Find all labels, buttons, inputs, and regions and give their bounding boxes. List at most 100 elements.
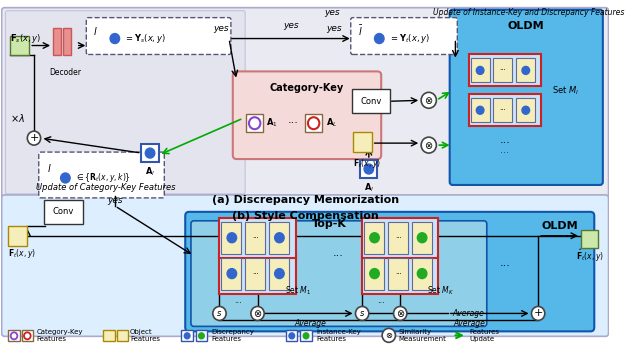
FancyBboxPatch shape <box>44 200 83 224</box>
Circle shape <box>364 164 374 174</box>
Text: $\times\lambda$: $\times\lambda$ <box>10 112 25 124</box>
FancyBboxPatch shape <box>468 94 541 126</box>
Text: $\otimes$: $\otimes$ <box>385 331 393 340</box>
Circle shape <box>370 268 380 279</box>
Text: $\otimes$: $\otimes$ <box>424 140 433 151</box>
Text: $\mathbf{A}_l$: $\mathbf{A}_l$ <box>364 182 374 194</box>
Circle shape <box>24 333 31 339</box>
Circle shape <box>476 106 484 114</box>
Text: yes: yes <box>214 24 229 33</box>
Text: Update of Category-Key Features: Update of Category-Key Features <box>36 183 175 192</box>
FancyBboxPatch shape <box>8 226 28 246</box>
FancyBboxPatch shape <box>245 258 265 290</box>
Text: $\in\{\mathbf{R}_t(x,y,k)\}$: $\in\{\mathbf{R}_t(x,y,k)\}$ <box>75 172 131 184</box>
FancyBboxPatch shape <box>493 98 513 122</box>
FancyBboxPatch shape <box>22 330 33 341</box>
Text: ···: ··· <box>500 67 506 73</box>
FancyBboxPatch shape <box>516 58 535 82</box>
FancyBboxPatch shape <box>104 330 115 341</box>
Text: $s$: $s$ <box>359 309 365 318</box>
Text: ...: ... <box>499 135 510 145</box>
FancyBboxPatch shape <box>269 258 289 290</box>
Circle shape <box>421 137 436 153</box>
Circle shape <box>289 333 294 339</box>
Circle shape <box>213 307 226 320</box>
FancyBboxPatch shape <box>269 222 289 254</box>
FancyBboxPatch shape <box>493 58 513 82</box>
FancyBboxPatch shape <box>412 258 431 290</box>
Text: $l$: $l$ <box>93 25 98 37</box>
FancyBboxPatch shape <box>245 222 265 254</box>
FancyBboxPatch shape <box>353 132 372 152</box>
Text: $\mathbf{A}_L$: $\mathbf{A}_L$ <box>326 117 337 129</box>
FancyBboxPatch shape <box>364 222 384 254</box>
Text: OLDM: OLDM <box>508 21 544 30</box>
FancyBboxPatch shape <box>246 114 263 132</box>
FancyBboxPatch shape <box>220 254 296 293</box>
FancyBboxPatch shape <box>581 230 598 248</box>
FancyBboxPatch shape <box>220 218 296 258</box>
Circle shape <box>275 233 284 243</box>
FancyBboxPatch shape <box>196 330 207 341</box>
Text: $\mathbf{A}_1$: $\mathbf{A}_1$ <box>266 117 278 129</box>
Circle shape <box>522 66 529 74</box>
FancyBboxPatch shape <box>233 71 381 159</box>
Text: Discrepancy
Features: Discrepancy Features <box>212 329 255 342</box>
Text: Conv: Conv <box>360 97 381 106</box>
FancyBboxPatch shape <box>2 8 609 198</box>
Text: $\hat{\mathbf{F}}_t(x,y)$: $\hat{\mathbf{F}}_t(x,y)$ <box>576 247 604 264</box>
FancyBboxPatch shape <box>516 98 535 122</box>
Text: ···: ··· <box>288 118 299 128</box>
Text: ···: ··· <box>333 251 344 261</box>
FancyBboxPatch shape <box>360 160 378 178</box>
Text: $\otimes$: $\otimes$ <box>396 308 405 319</box>
Circle shape <box>249 117 260 129</box>
Circle shape <box>227 233 237 243</box>
Text: ···: ··· <box>235 299 243 308</box>
Text: $s$: $s$ <box>216 309 223 318</box>
Circle shape <box>227 268 237 279</box>
FancyBboxPatch shape <box>352 89 390 113</box>
Text: Average: Average <box>452 309 484 318</box>
Text: ···: ··· <box>252 271 259 276</box>
FancyBboxPatch shape <box>300 330 312 341</box>
Circle shape <box>370 233 380 243</box>
Text: Average: Average <box>454 319 486 328</box>
FancyBboxPatch shape <box>388 222 408 254</box>
FancyBboxPatch shape <box>388 258 408 290</box>
Circle shape <box>303 333 309 339</box>
Text: $l$: $l$ <box>47 162 52 174</box>
Text: +: + <box>534 308 543 318</box>
FancyBboxPatch shape <box>470 98 490 122</box>
Circle shape <box>531 307 545 320</box>
Circle shape <box>355 307 369 320</box>
FancyBboxPatch shape <box>191 221 487 326</box>
Text: Conv: Conv <box>52 207 74 216</box>
FancyBboxPatch shape <box>63 28 71 55</box>
Text: $\otimes$: $\otimes$ <box>424 95 433 106</box>
Text: $\mathbf{F}_s(x,y)$: $\mathbf{F}_s(x,y)$ <box>10 32 42 45</box>
FancyBboxPatch shape <box>362 218 438 258</box>
FancyBboxPatch shape <box>364 258 384 290</box>
Circle shape <box>417 268 427 279</box>
Text: (a) Discrepancy Memorization: (a) Discrepancy Memorization <box>212 195 399 205</box>
Text: (b) Style Compensation: (b) Style Compensation <box>232 211 378 221</box>
FancyBboxPatch shape <box>286 330 298 341</box>
Text: yes: yes <box>107 197 123 206</box>
Text: Instance-Key
Features: Instance-Key Features <box>317 329 361 342</box>
Text: $\bar{l}$: $\bar{l}$ <box>358 24 363 38</box>
Text: yes: yes <box>326 24 342 33</box>
Text: ···: ··· <box>500 107 506 113</box>
Text: Category-Key
Features: Category-Key Features <box>37 329 83 342</box>
Circle shape <box>421 92 436 108</box>
Circle shape <box>184 333 190 339</box>
FancyBboxPatch shape <box>412 222 431 254</box>
Text: ···: ··· <box>377 299 385 308</box>
Circle shape <box>374 34 384 44</box>
Text: $\mathbf{F}_t(x,y)$: $\mathbf{F}_t(x,y)$ <box>353 156 381 170</box>
Text: ···: ··· <box>252 235 259 241</box>
Circle shape <box>145 148 155 158</box>
FancyBboxPatch shape <box>185 212 595 331</box>
Circle shape <box>476 66 484 74</box>
FancyBboxPatch shape <box>10 36 29 55</box>
